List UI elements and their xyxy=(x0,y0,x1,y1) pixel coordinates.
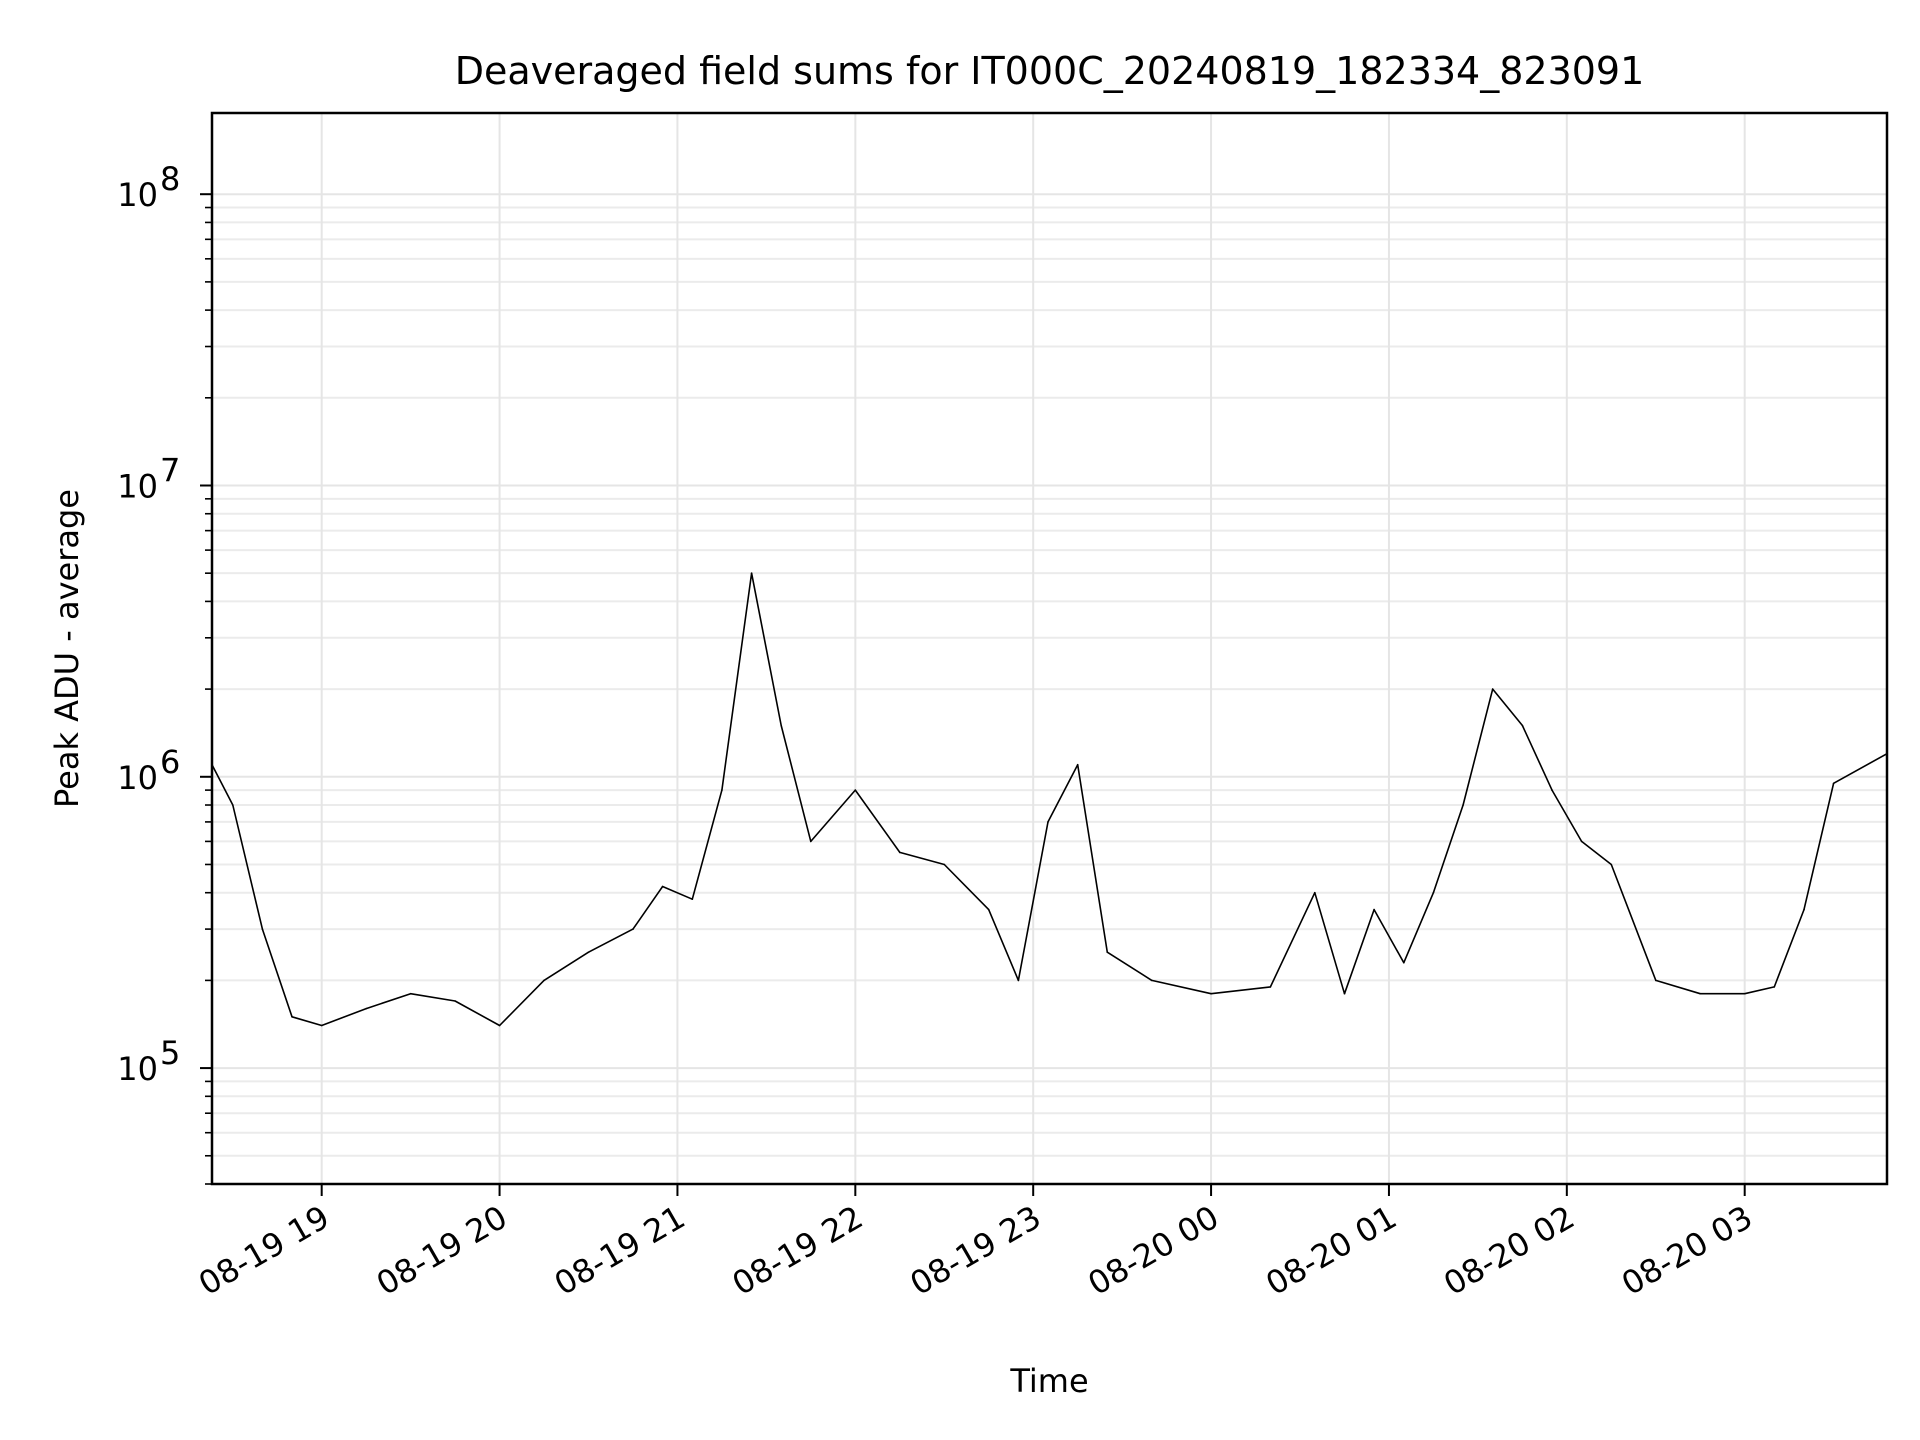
chart-title: Deaveraged field sums for IT000C_2024081… xyxy=(455,49,1645,93)
data-point xyxy=(1210,992,1212,995)
data-point xyxy=(498,1024,501,1027)
data-point xyxy=(854,789,857,791)
x-axis-label: Time xyxy=(1009,1362,1088,1400)
data-point xyxy=(1373,908,1375,911)
data-series xyxy=(211,572,1888,1027)
data-point xyxy=(291,1016,293,1018)
y-tick-exponent: 5 xyxy=(160,1034,180,1072)
data-point xyxy=(1403,961,1405,964)
grid xyxy=(212,113,1887,1185)
data-point xyxy=(1151,979,1153,982)
data-point xyxy=(320,1024,323,1027)
data-point xyxy=(1491,688,1494,690)
data-point xyxy=(1655,979,1657,982)
data-point xyxy=(409,992,412,995)
data-point xyxy=(1076,763,1079,766)
data-point xyxy=(1314,891,1316,894)
data-point xyxy=(1610,863,1613,866)
data-point xyxy=(1017,979,1020,982)
data-point xyxy=(632,928,634,930)
y-tick-exponent: 6 xyxy=(160,743,180,781)
data-point xyxy=(1343,992,1346,995)
data-point xyxy=(780,724,782,727)
y-tick-label: 10 xyxy=(117,176,158,214)
data-point xyxy=(810,840,812,843)
data-point xyxy=(1047,821,1049,823)
y-tick-exponent: 7 xyxy=(160,451,180,489)
data-point xyxy=(1462,804,1464,806)
plot-frame xyxy=(210,111,1889,1186)
data-point xyxy=(1106,951,1109,953)
data-point xyxy=(1580,840,1583,843)
data-point xyxy=(454,1000,456,1002)
data-point xyxy=(232,804,234,806)
data-point xyxy=(1803,908,1805,911)
data-point xyxy=(1743,992,1746,995)
data-point xyxy=(1551,789,1553,791)
data-point xyxy=(691,898,694,900)
y-axis-label: Peak ADU - average xyxy=(48,489,86,808)
data-point xyxy=(1521,724,1524,727)
data-point xyxy=(1699,992,1701,995)
data-point xyxy=(261,928,264,930)
data-point xyxy=(1269,986,1272,988)
data-point xyxy=(899,851,901,854)
data-point xyxy=(587,951,590,953)
data-point xyxy=(365,1007,368,1010)
data-point xyxy=(987,908,990,911)
data-point xyxy=(1432,891,1435,894)
data-point xyxy=(1773,986,1776,988)
y-tick-label: 10 xyxy=(117,467,158,505)
data-point xyxy=(721,789,723,791)
data-point xyxy=(750,572,753,574)
y-tick-label: 10 xyxy=(117,1050,158,1088)
data-point xyxy=(661,885,664,888)
data-point xyxy=(1832,782,1835,785)
data-point xyxy=(543,979,545,982)
data-point xyxy=(943,863,946,866)
y-tick-exponent: 8 xyxy=(160,160,180,198)
y-tick-label: 10 xyxy=(117,759,158,797)
